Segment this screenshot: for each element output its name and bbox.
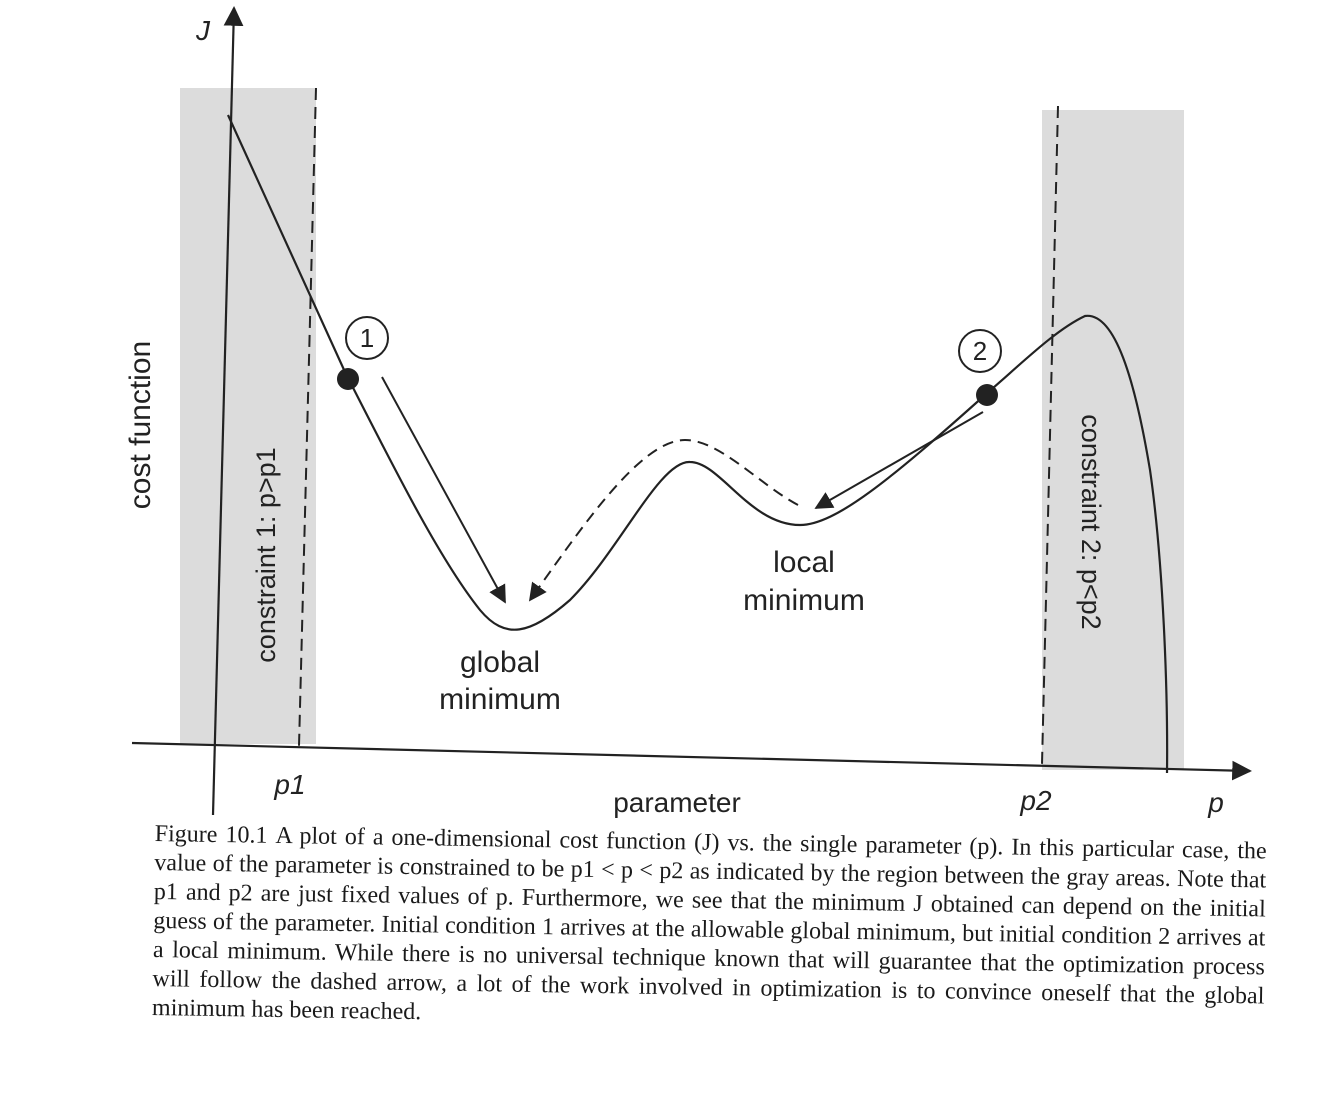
x-axis <box>131 741 1252 781</box>
tick-label-p2: p2 <box>1019 785 1052 816</box>
dashed-path-arrow <box>528 438 799 602</box>
figure-caption: Figure 10.1 A plot of a one-dimensional c… <box>152 820 1267 1040</box>
y-axis-title: cost function <box>124 341 157 509</box>
constraint-2-label: constraint 2: p<p2 <box>1076 414 1106 629</box>
figure-caption-label: Figure 10.1 <box>154 820 268 849</box>
global-minimum-label-line-2: minimum <box>439 683 561 716</box>
initial-condition-2-point <box>976 384 998 406</box>
x-axis-symbol: p <box>1207 787 1224 818</box>
p2-boundary-line <box>1041 105 1059 765</box>
tick-label-p1: p1 <box>273 769 305 800</box>
constraint-1-region <box>180 88 316 744</box>
p1-boundary-line <box>298 87 317 747</box>
constraint-2-region <box>1042 110 1184 770</box>
path-arrow-2 <box>814 411 984 509</box>
y-axis-symbol: J <box>195 15 211 46</box>
figure-caption-text: A plot of a one-dimensional cost functio… <box>151 822 1267 1026</box>
local-minimum-label-line-2: minimum <box>743 584 865 617</box>
marker-2-circle <box>958 329 1002 373</box>
local-minimum-label-line-1: local <box>773 546 835 579</box>
constraint-1-label: constraint 1: p>p1 <box>251 447 281 662</box>
global-minimum-label-line-1: global <box>460 646 540 679</box>
y-axis <box>211 6 244 816</box>
path-arrow-1 <box>381 376 506 604</box>
marker-2-label: 2 <box>973 336 987 366</box>
cost-function-curve <box>226 114 1169 774</box>
marker-1-circle <box>345 316 389 360</box>
marker-1-label: 1 <box>360 323 374 353</box>
x-axis-title: parameter <box>613 787 741 818</box>
initial-condition-1-point <box>337 368 359 390</box>
